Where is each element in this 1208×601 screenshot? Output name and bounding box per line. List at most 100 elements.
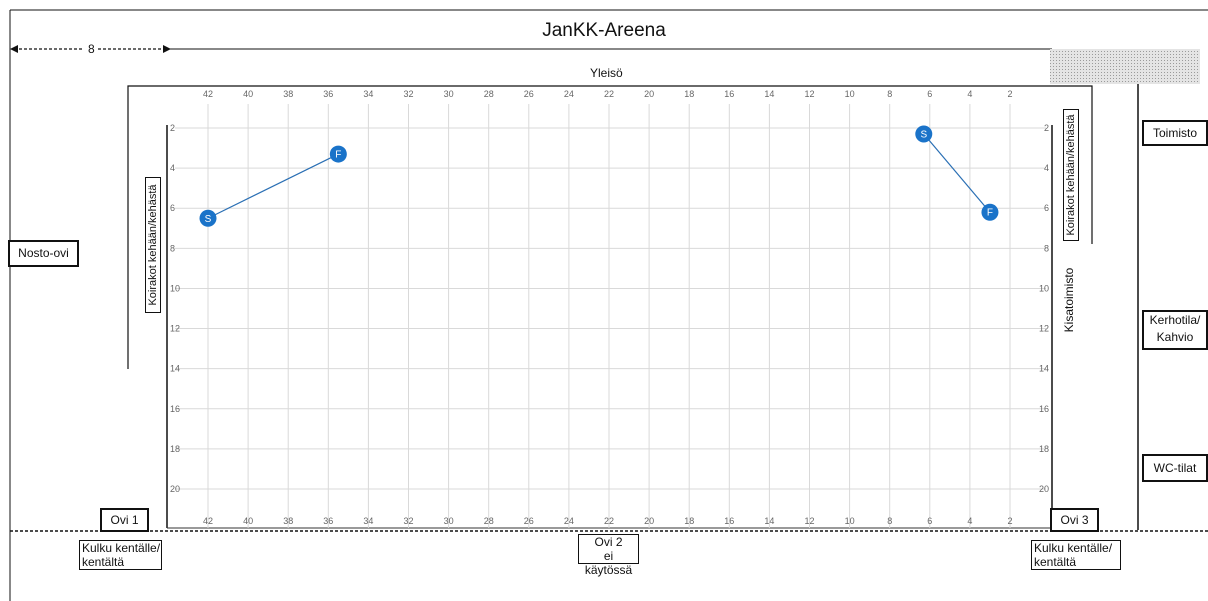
- y-tick-label-left: 12: [170, 324, 180, 334]
- access-right: Kulku kentälle/ kentältä: [1031, 540, 1121, 570]
- x-tick-label-top: 38: [283, 89, 293, 99]
- competition-office-label: Kisatoimisto: [1062, 267, 1076, 333]
- y-tick-label-left: 10: [170, 283, 180, 293]
- y-tick-label-left: 16: [170, 404, 180, 414]
- x-tick-label-bottom: 14: [764, 516, 774, 526]
- x-tick-label-bottom: 40: [243, 516, 253, 526]
- x-tick-label-top: 6: [927, 89, 932, 99]
- x-tick-label-top: 10: [845, 89, 855, 99]
- door-2-label: Ovi 2: [594, 535, 623, 549]
- y-tick-label-left: 18: [170, 444, 180, 454]
- access-left: Kulku kentälle/ kentältä: [79, 540, 162, 570]
- y-tick-label-right: 6: [1044, 203, 1049, 213]
- y-tick-label-left: 20: [170, 484, 180, 494]
- access-right-line1: Kulku kentälle/: [1034, 541, 1113, 555]
- y-tick-label-right: 18: [1039, 444, 1049, 454]
- x-tick-label-top: 12: [804, 89, 814, 99]
- x-tick-label-bottom: 36: [323, 516, 333, 526]
- door-3: Ovi 3: [1050, 508, 1099, 532]
- x-tick-label-top: 18: [684, 89, 694, 99]
- x-tick-label-top: 14: [764, 89, 774, 99]
- start-marker-label: S: [920, 130, 927, 141]
- x-tick-label-bottom: 18: [684, 516, 694, 526]
- x-tick-label-top: 2: [1007, 89, 1012, 99]
- x-tick-label-top: 20: [644, 89, 654, 99]
- x-tick-label-bottom: 10: [845, 516, 855, 526]
- finish-marker: [329, 145, 347, 163]
- x-tick-label-top: 16: [724, 89, 734, 99]
- y-tick-label-right: 12: [1039, 324, 1049, 334]
- wc-room: WC-tilat: [1142, 454, 1208, 482]
- lift-door-label: Nosto-ovi: [18, 246, 69, 260]
- start-marker: [915, 125, 933, 143]
- y-tick-label-right: 2: [1044, 123, 1049, 133]
- x-tick-label-top: 22: [604, 89, 614, 99]
- course-segment: [923, 133, 991, 213]
- y-tick-label-right: 20: [1039, 484, 1049, 494]
- y-tick-label-right: 14: [1039, 364, 1049, 374]
- finish-marker: [981, 203, 999, 221]
- dog-entry-right: Koirakot kehään/kehästä: [1063, 109, 1079, 241]
- x-tick-label-bottom: 20: [644, 516, 654, 526]
- x-tick-label-bottom: 6: [927, 516, 932, 526]
- club-label-line2: Kahvio: [1156, 330, 1194, 344]
- x-tick-label-bottom: 22: [604, 516, 614, 526]
- office-room: Toimisto: [1142, 120, 1208, 146]
- x-tick-label-top: 36: [323, 89, 333, 99]
- course-segment: [207, 153, 339, 219]
- y-tick-label-left: 8: [170, 243, 175, 253]
- x-tick-label-bottom: 4: [967, 516, 972, 526]
- x-tick-label-bottom: 28: [484, 516, 494, 526]
- dog-entry-left: Koirakot kehään/kehästä: [145, 177, 161, 313]
- finish-marker-label: F: [987, 208, 993, 219]
- y-tick-label-left: 14: [170, 364, 180, 374]
- y-tick-label-right: 8: [1044, 243, 1049, 253]
- x-tick-label-top: 28: [484, 89, 494, 99]
- x-tick-label-top: 4: [967, 89, 972, 99]
- x-tick-label-bottom: 34: [363, 516, 373, 526]
- wc-label: WC-tilat: [1153, 461, 1197, 475]
- distance-label: 8: [86, 42, 97, 56]
- x-tick-label-bottom: 24: [564, 516, 574, 526]
- door-2-note: ei käytössä: [584, 549, 633, 577]
- x-tick-label-bottom: 42: [203, 516, 213, 526]
- x-tick-label-bottom: 8: [887, 516, 892, 526]
- start-marker: [199, 209, 217, 227]
- x-tick-label-top: 42: [203, 89, 213, 99]
- audience-label: Yleisö: [590, 66, 623, 80]
- x-tick-label-top: 32: [403, 89, 413, 99]
- arrow-left-icon: [10, 45, 18, 53]
- x-tick-label-top: 26: [524, 89, 534, 99]
- access-left-line1: Kulku kentälle/: [82, 541, 161, 555]
- grid: 4242404038383636343432323030282826262424…: [170, 89, 1049, 528]
- office-label: Toimisto: [1152, 126, 1197, 140]
- x-tick-label-bottom: 32: [403, 516, 413, 526]
- x-tick-label-top: 34: [363, 89, 373, 99]
- x-tick-label-top: 30: [444, 89, 454, 99]
- y-tick-label-left: 2: [170, 123, 175, 133]
- x-tick-label-top: 24: [564, 89, 574, 99]
- page-title: JanKK-Areena: [542, 20, 666, 41]
- x-tick-label-bottom: 2: [1007, 516, 1012, 526]
- door-2: Ovi 2 ei käytössä: [578, 534, 639, 577]
- door-1-label: Ovi 1: [110, 513, 139, 527]
- y-tick-label-right: 16: [1039, 404, 1049, 414]
- x-tick-label-bottom: 38: [283, 516, 293, 526]
- y-tick-label-left: 4: [170, 163, 175, 173]
- x-tick-label-bottom: 16: [724, 516, 734, 526]
- finish-marker-label: F: [335, 150, 341, 161]
- x-tick-label-bottom: 26: [524, 516, 534, 526]
- x-tick-label-top: 40: [243, 89, 253, 99]
- x-tick-label-bottom: 12: [804, 516, 814, 526]
- access-left-line2: kentältä: [82, 555, 125, 569]
- access-right-line2: kentältä: [1034, 555, 1077, 569]
- course-marks: S F S F: [199, 125, 999, 227]
- y-tick-label-left: 6: [170, 203, 175, 213]
- hatched-area: [1050, 49, 1200, 84]
- y-tick-label-right: 4: [1044, 163, 1049, 173]
- audience-frame: [127, 85, 1093, 369]
- club-room: Kerhotila/ Kahvio: [1142, 310, 1208, 350]
- lift-door: Nosto-ovi: [8, 240, 79, 267]
- door-3-label: Ovi 3: [1060, 513, 1089, 527]
